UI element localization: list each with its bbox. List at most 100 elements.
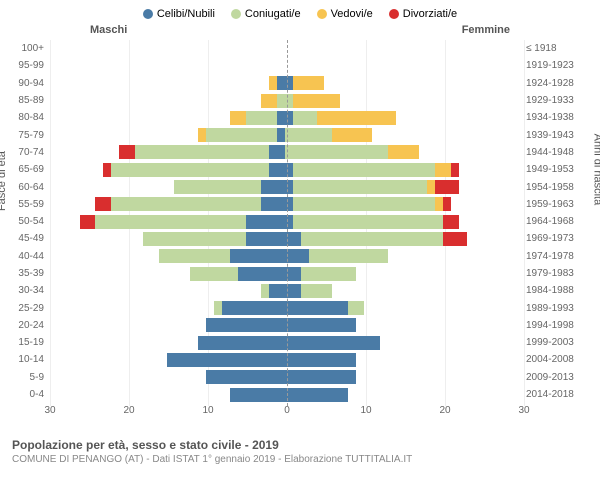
bar-segment-divorziati: [103, 163, 111, 177]
birth-year-label: 1919-1923: [522, 60, 584, 71]
birth-year-label: 1999-2003: [522, 337, 584, 348]
male-bar: [48, 318, 285, 332]
age-label: 50-54: [0, 216, 48, 227]
bar-segment-coniugati: [143, 232, 246, 246]
age-row: 55-591959-1963: [0, 196, 600, 213]
male-bar: [48, 388, 285, 402]
bar-segment-vedovi: [269, 76, 277, 90]
birth-year-label: 1924-1928: [522, 78, 584, 89]
bar-segment-divorziati: [119, 145, 135, 159]
bar-segment-celibi: [261, 197, 285, 211]
bar-segment-coniugati: [277, 94, 285, 108]
bar-segment-celibi: [269, 284, 285, 298]
bar-segment-celibi: [230, 388, 285, 402]
y-axis-label-left: Fasce di età: [0, 151, 8, 211]
bar-segment-nubili: [285, 318, 356, 332]
bar-segment-vedovi: [198, 128, 206, 142]
bar-segment-coniugati: [293, 163, 435, 177]
bar-segment-coniugati: [348, 301, 364, 315]
female-bar: [285, 388, 522, 402]
birth-year-label: 1934-1938: [522, 112, 584, 123]
birth-year-label: 1969-1973: [522, 233, 584, 244]
age-label: 30-34: [0, 285, 48, 296]
bar-segment-celibi: [167, 353, 286, 367]
bar-segment-celibi: [261, 180, 285, 194]
bar-segment-coniugati: [285, 145, 388, 159]
bar-segment-coniugati: [111, 163, 269, 177]
age-row: 50-541964-1968: [0, 213, 600, 230]
male-bar: [48, 180, 285, 194]
bar-segment-coniugati: [135, 145, 269, 159]
y-axis-label-right: Anni di nascita: [592, 134, 600, 206]
bar-segment-coniugati: [206, 128, 277, 142]
age-label: 80-84: [0, 112, 48, 123]
x-tick: 10: [360, 405, 371, 416]
age-label: 95-99: [0, 60, 48, 71]
age-row: 20-241994-1998: [0, 317, 600, 334]
bar-segment-vedovi: [435, 197, 443, 211]
x-tick: 20: [123, 405, 134, 416]
age-label: 0-4: [0, 389, 48, 400]
bar-segment-vedovi: [293, 76, 325, 90]
x-axis: 3020100102030: [0, 405, 600, 423]
male-bar: [48, 111, 285, 125]
age-label: 85-89: [0, 95, 48, 106]
bar-segment-celibi: [246, 215, 286, 229]
bar-segment-divorziati: [443, 232, 467, 246]
legend-dot: [143, 9, 153, 19]
female-bar: [285, 336, 522, 350]
female-bar: [285, 180, 522, 194]
male-bar: [48, 94, 285, 108]
bar-segment-vedovi: [261, 94, 277, 108]
female-bar: [285, 197, 522, 211]
age-label: 15-19: [0, 337, 48, 348]
female-header: Femmine: [462, 24, 510, 36]
birth-year-label: 1949-1953: [522, 164, 584, 175]
x-tick: 20: [439, 405, 450, 416]
bar-segment-coniugati: [285, 128, 332, 142]
male-bar: [48, 353, 285, 367]
age-row: 15-19 1999-2003: [0, 334, 600, 351]
birth-year-label: 1989-1993: [522, 303, 584, 314]
age-row: 85-89 1929-1933: [0, 92, 600, 109]
bar-segment-celibi: [277, 111, 285, 125]
male-bar: [48, 197, 285, 211]
age-row: 10-142004-2008: [0, 351, 600, 368]
bar-segment-coniugati: [261, 284, 269, 298]
legend-label: Coniugati/e: [245, 8, 301, 20]
age-label: 25-29: [0, 303, 48, 314]
bar-segment-nubili: [285, 336, 380, 350]
x-tick: 0: [284, 405, 290, 416]
bar-segment-divorziati: [451, 163, 459, 177]
female-bar: [285, 353, 522, 367]
birth-year-label: 2009-2013: [522, 372, 584, 383]
bar-segment-vedovi: [317, 111, 396, 125]
bar-segment-nubili: [285, 301, 348, 315]
bar-segment-celibi: [277, 128, 285, 142]
bar-segment-celibi: [246, 232, 286, 246]
center-line: [287, 40, 288, 406]
bar-segment-vedovi: [435, 163, 451, 177]
birth-year-label: 2014-2018: [522, 389, 584, 400]
x-tick: 30: [44, 405, 55, 416]
age-row: 100+≤ 1918: [0, 40, 600, 57]
birth-year-label: 1974-1978: [522, 251, 584, 262]
age-label: 75-79: [0, 130, 48, 141]
gender-header-row: Maschi Femmine: [0, 24, 600, 36]
legend-dot: [389, 9, 399, 19]
birth-year-label: 1944-1948: [522, 147, 584, 158]
bar-segment-vedovi: [332, 128, 372, 142]
legend-item: Celibi/Nubili: [143, 8, 215, 20]
bar-segment-coniugati: [214, 301, 222, 315]
birth-year-label: 1979-1983: [522, 268, 584, 279]
birth-year-label: 1929-1933: [522, 95, 584, 106]
bar-segment-coniugati: [301, 267, 356, 281]
male-bar: [48, 249, 285, 263]
age-label: 90-94: [0, 78, 48, 89]
bar-segment-coniugati: [293, 215, 443, 229]
bar-segment-celibi: [230, 249, 285, 263]
legend-label: Vedovi/e: [331, 8, 373, 20]
legend-dot: [231, 9, 241, 19]
chart-area: Fasce di età Anni di nascita 100+≤ 1918 9…: [0, 36, 600, 434]
age-label: 35-39: [0, 268, 48, 279]
